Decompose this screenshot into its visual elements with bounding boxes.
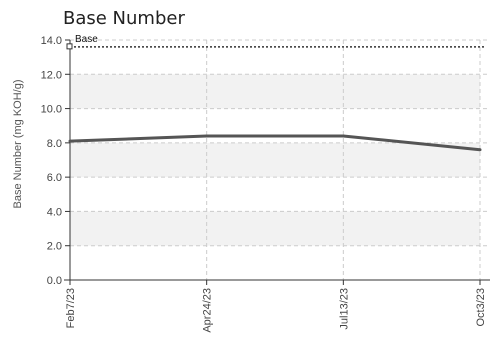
background-band [70, 142, 480, 178]
y-tick-label: 4.0 [47, 206, 62, 218]
series-group [68, 134, 482, 152]
y-tick-label: 6.0 [47, 172, 62, 184]
reference-line-label: Base [75, 34, 98, 45]
data-point [68, 139, 72, 143]
x-tick-label: Oct3/23 [475, 288, 487, 327]
background-band [70, 74, 480, 109]
axes [64, 40, 490, 281]
y-axis-ticks: 0.0 2.0 4.0 6.0 8.0 10.0 12.0 14.0 [41, 35, 70, 287]
x-tick-label: Feb7/23 [65, 288, 77, 328]
series-line [69, 134, 481, 152]
x-tick-label: Jul13/23 [338, 288, 350, 330]
y-tick-label: 8.0 [47, 138, 62, 150]
data-point [478, 148, 482, 152]
x-axis-ticks: Feb7/23 Apr24/23 Jul13/23 Oct3/23 [65, 280, 487, 333]
reference-line-group: Base [66, 34, 485, 50]
y-tick-label: 10.0 [41, 104, 62, 116]
y-tick-label: 0.0 [47, 275, 62, 287]
reference-marker [66, 43, 73, 50]
y-tick-label: 14.0 [41, 35, 62, 47]
data-point [341, 134, 345, 138]
x-tick-label: Apr24/23 [202, 288, 214, 333]
y-tick-label: 12.0 [41, 69, 62, 81]
data-point [205, 134, 209, 138]
y-axis-label: Base Number (mg KOH/g) [12, 80, 24, 209]
background-band [70, 211, 480, 246]
y-tick-label: 2.0 [47, 241, 62, 253]
chart-title: Base Number [63, 8, 185, 29]
background-bands [70, 74, 480, 246]
